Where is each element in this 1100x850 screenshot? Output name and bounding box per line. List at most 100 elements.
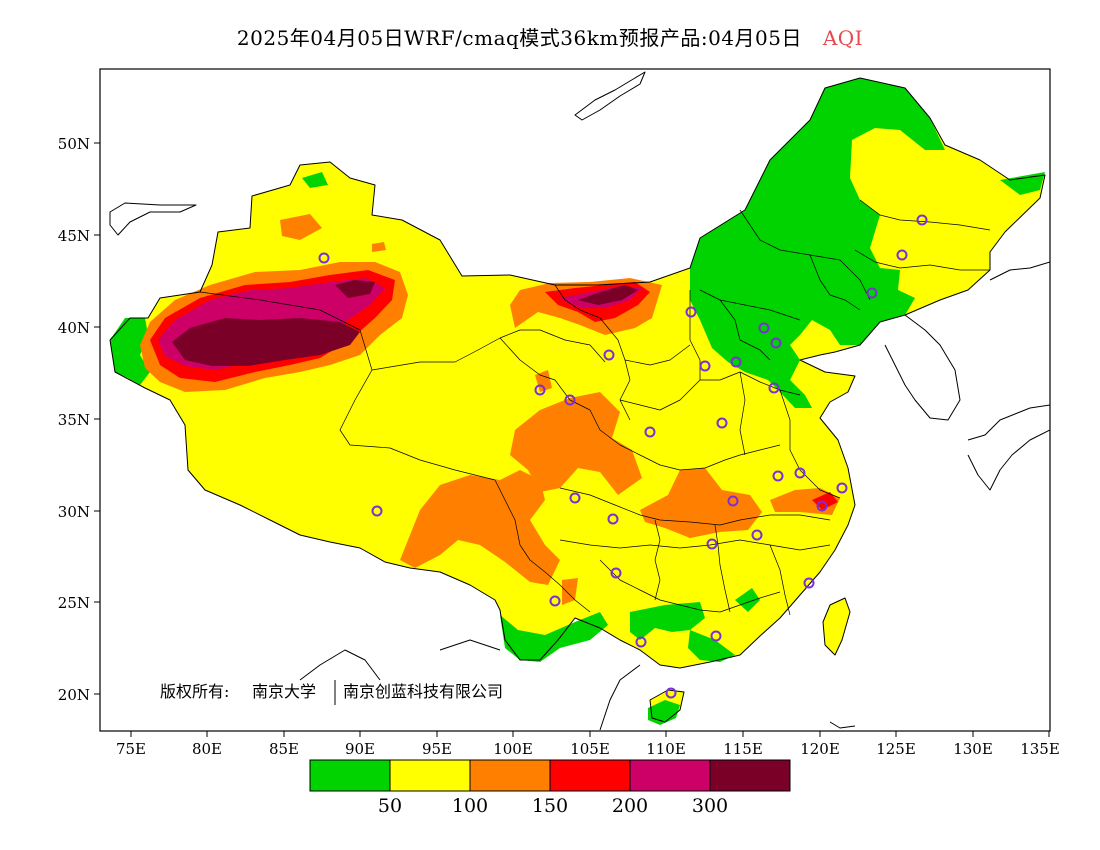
lon-axis	[130, 731, 1050, 737]
lat-label: 40N	[58, 319, 90, 337]
station-marker	[635, 636, 647, 648]
station-marker	[685, 306, 697, 318]
boundaries	[109, 71, 1050, 731]
aqi-region-darkred-hexi	[578, 285, 638, 305]
station-marker	[549, 595, 561, 607]
station-marker	[770, 337, 782, 349]
map-title: 2025年04月05日WRF/cmaq模式36km预报产品:04月05日 AQI	[0, 22, 1100, 51]
aqi-region-orange-tibet-east	[400, 470, 560, 585]
copyright-org-2: 南京创蓝科技有限公司	[343, 682, 503, 701]
lon-label: 115E	[723, 740, 763, 758]
map-frame	[99, 68, 1051, 732]
lon-label: 105E	[570, 740, 610, 758]
legend-swatch-2	[470, 760, 550, 791]
aqi-region-green-northeast	[690, 78, 945, 408]
station-marker	[534, 384, 546, 396]
station-marker	[607, 513, 619, 525]
legend-label: 100	[452, 795, 488, 817]
legend-swatch-1	[390, 760, 470, 791]
station-marker	[816, 500, 828, 512]
aqi-region-green-southwest	[500, 612, 608, 662]
station-marker	[610, 567, 622, 579]
taiwan-coast	[822, 597, 851, 656]
lon-label: 90E	[345, 740, 375, 758]
aqi-region-orange-gansu-spot	[562, 578, 578, 605]
station-marker	[772, 470, 784, 482]
station-marker	[768, 382, 780, 394]
station-marker	[866, 287, 878, 299]
station-marker	[318, 252, 330, 264]
lon-label: 120E	[800, 740, 840, 758]
variable-label: AQI	[822, 26, 864, 50]
lon-label: 130E	[953, 740, 993, 758]
legend-swatch-3	[550, 760, 630, 791]
station-marker	[710, 630, 722, 642]
indochina-coast	[599, 664, 856, 731]
kazakh-lake	[109, 202, 197, 236]
province-boundaries	[199, 199, 991, 616]
copyright-org-1: 南京大学	[252, 682, 316, 701]
lon-label: 95E	[422, 740, 452, 758]
station-marker	[803, 577, 815, 589]
station-marker	[730, 356, 742, 368]
lon-label: 85E	[269, 740, 299, 758]
station-marker	[371, 505, 383, 517]
station-marker	[706, 538, 718, 550]
aqi-legend: 50 100 150 200 300	[309, 759, 791, 817]
aqi-region-darkred-north	[335, 280, 375, 298]
japan-coast	[967, 404, 1050, 491]
station-marker	[716, 417, 728, 429]
korea-coast	[884, 314, 961, 421]
lon-label: 110E	[646, 740, 686, 758]
russia-coast	[989, 261, 1050, 281]
legend-swatch-5	[710, 760, 790, 791]
station-marker	[665, 687, 677, 699]
copyright-prefix: 版权所有:	[160, 682, 229, 701]
lat-label: 25N	[58, 594, 90, 612]
lat-label: 30N	[58, 503, 90, 521]
station-marker	[896, 249, 908, 261]
legend-swatch-0	[310, 760, 390, 791]
aqi-region-orange-sichuan	[510, 392, 642, 495]
station-markers	[318, 214, 928, 699]
aqi-region-green-west-tip	[110, 318, 150, 385]
station-marker	[569, 492, 581, 504]
legend-label: 50	[378, 795, 402, 817]
aqi-region-orange-xinjiang-spot-2	[372, 242, 386, 252]
lat-label: 35N	[58, 411, 90, 429]
lat-label: 45N	[58, 227, 90, 245]
coastline-east	[599, 351, 856, 669]
aqi-region-darkred-tarim	[172, 318, 360, 366]
lon-label: 135E	[1020, 740, 1060, 758]
lat-axis	[94, 142, 100, 695]
station-marker	[758, 322, 770, 334]
lon-label: 125E	[876, 740, 916, 758]
station-marker	[727, 495, 739, 507]
lake-baikal	[574, 71, 646, 121]
station-marker	[836, 482, 848, 494]
station-marker	[699, 360, 711, 372]
copyright: 版权所有: 南京大学 南京创蓝科技有限公司	[160, 680, 503, 705]
aqi-field	[110, 78, 1045, 725]
legend-label: 200	[612, 795, 648, 817]
legend-label: 300	[692, 795, 728, 817]
station-marker	[564, 394, 576, 406]
station-marker	[644, 426, 656, 438]
lon-label: 80E	[192, 740, 222, 758]
aqi-region-orange-xinjiang-spot	[280, 214, 322, 240]
lat-label: 20N	[58, 686, 90, 704]
aqi-region-yellow-taiwan	[823, 598, 850, 655]
station-marker	[751, 529, 763, 541]
aqi-region-green-guangdong	[688, 630, 735, 662]
station-marker	[794, 467, 806, 479]
lon-label: 75E	[116, 740, 146, 758]
lon-label: 100E	[493, 740, 533, 758]
aqi-region-green-northeast-edge	[1000, 172, 1045, 195]
legend-label: 150	[532, 795, 568, 817]
station-marker	[603, 349, 615, 361]
aqi-region-green-dzungaria	[302, 172, 328, 188]
aqi-region-green-south	[735, 588, 760, 612]
china-border	[109, 77, 1046, 353]
legend-swatch-4	[630, 760, 710, 791]
